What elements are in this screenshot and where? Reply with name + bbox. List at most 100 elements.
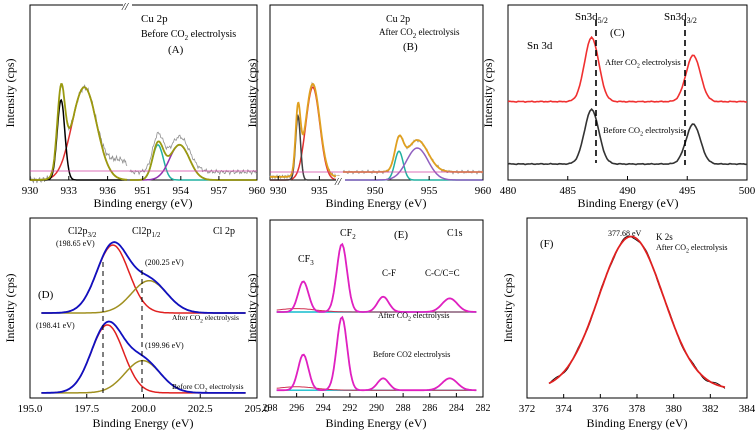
panel-c-tick-label: 495 bbox=[679, 185, 696, 197]
panel-b-break-gap bbox=[336, 176, 345, 184]
panel-f: 372 374 376 378 380 382 384 377.68 eV K 2s Aft… bbox=[501, 217, 755, 430]
panel-d-tick-label: 202.5 bbox=[188, 403, 213, 415]
panel-e-tick-label: 292 bbox=[342, 403, 357, 414]
panel-d-value-label-1: (198.65 eV) bbox=[56, 239, 95, 248]
panel-e-label: (E) bbox=[394, 229, 408, 241]
panel-d-tick-label: 195.0 bbox=[18, 403, 43, 415]
panel-e-comp-cf3: CF3 bbox=[298, 254, 314, 267]
panel-f-tick-label: 374 bbox=[555, 403, 572, 415]
panel-a-series-low bbox=[30, 98, 127, 181]
panel-b-ylabel: Intensity (cps) bbox=[245, 59, 259, 128]
panel-d: 195.0 197.5 200.0 202.5 205.0 Cl2p3/2 Cl2p1/… bbox=[3, 217, 270, 430]
panel-d-value-label-3: (198.41 eV) bbox=[36, 321, 75, 330]
panel-a-xlabel: Binding energy (eV) bbox=[93, 196, 192, 210]
panel-f-tick-label: 384 bbox=[739, 403, 755, 415]
panel-e-tick-label: 298 bbox=[263, 403, 278, 414]
panel-d-value-label-2: (200.25 eV) bbox=[145, 258, 184, 267]
panel-e-comp-cc: C-C/C=C bbox=[425, 268, 460, 278]
panel-e-after-label: After CO2 electrolysis bbox=[378, 311, 449, 323]
panel-d-after-label: After CO2 electrolysis bbox=[172, 313, 239, 325]
panel-f-title: K 2s bbox=[656, 232, 673, 242]
panel-a-series-main bbox=[30, 86, 128, 181]
panel-a-tick-label: 951 bbox=[134, 185, 151, 197]
panel-a-series-envelope-left bbox=[30, 82, 128, 181]
panel-e-series-before-envelope bbox=[276, 315, 477, 392]
panel-c-xlabel: Binding Energy (eV) bbox=[577, 196, 678, 210]
panel-e-before-label: Before CO2 electrolysis bbox=[373, 350, 450, 359]
panel-d-peak-label-12: Cl2p1/2 bbox=[132, 226, 161, 239]
panel-b-series-2p12-low bbox=[343, 150, 483, 181]
panel-a: 930 933 936 951 954 957 960 Cu 2p Before CO2 e… bbox=[3, 1, 266, 210]
panel-c-tick-label: 490 bbox=[619, 185, 636, 197]
panel-d-series-before-envelope bbox=[41, 320, 246, 394]
panel-f-tick-label: 380 bbox=[665, 403, 682, 415]
panel-d-peak-label-32: Cl2p3/2 bbox=[68, 226, 97, 239]
panel-e-comp-cf2: CF2 bbox=[340, 228, 356, 241]
panel-b-tick-label: 960 bbox=[475, 185, 492, 197]
panel-c-tick-label: 500 bbox=[739, 185, 755, 197]
panel-b-label: (B) bbox=[403, 41, 418, 53]
panel-c: 480 485 490 495 500 Sn3d5/2 Sn3d3/2 (C) Sn 3… bbox=[481, 4, 755, 210]
panel-b: 930 935 950 955 960 Cu 2p After CO2 electrol… bbox=[245, 4, 492, 210]
panel-b-title: Cu 2p bbox=[386, 14, 410, 25]
panel-a-ylabel: Intensity (cps) bbox=[3, 59, 17, 128]
panel-c-series-after bbox=[507, 35, 747, 103]
panel-b-series-envelope-right bbox=[343, 134, 483, 173]
panel-c-after-label: After CO2 electrolysis bbox=[605, 57, 681, 70]
panel-c-label: (C) bbox=[610, 27, 625, 39]
panel-b-tick-label: 930 bbox=[270, 185, 287, 197]
panel-a-tick-label: 933 bbox=[61, 185, 78, 197]
panel-e-title: C1s bbox=[447, 228, 463, 239]
panel-e-comp-cf: C-F bbox=[382, 268, 396, 278]
panel-d-xlabel: Binding Energy (eV) bbox=[92, 416, 193, 430]
panel-d-title: Cl 2p bbox=[213, 226, 235, 237]
panel-c-peak-label-52: Sn3d5/2 bbox=[575, 11, 608, 25]
panel-a-tick-label: 954 bbox=[173, 185, 190, 197]
panel-c-peak-label-32: Sn3d3/2 bbox=[664, 11, 697, 25]
panel-d-tick-label: 205.0 bbox=[245, 403, 270, 415]
panel-d-series-after-2p12 bbox=[41, 279, 246, 314]
panel-b-tick-label: 935 bbox=[311, 185, 328, 197]
panel-b-tick-label: 950 bbox=[367, 185, 384, 197]
panel-e-tick-label: 290 bbox=[369, 403, 384, 414]
panel-f-ylabel: Intensity (cps) bbox=[501, 274, 515, 343]
panel-a-label: (A) bbox=[168, 44, 184, 56]
panel-e-tick-label: 284 bbox=[449, 403, 464, 414]
panel-e-tick-label: 294 bbox=[316, 403, 331, 414]
panel-f-tick-label: 376 bbox=[592, 403, 609, 415]
panel-a-tick-label: 936 bbox=[99, 185, 116, 197]
panel-e-series-after-background bbox=[276, 308, 477, 313]
panel-e-tick-label: 296 bbox=[289, 403, 304, 414]
panel-f-condition: After CO2 electrolysis bbox=[656, 243, 727, 255]
panel-b-xlabel: Binding Energy (eV) bbox=[325, 196, 426, 210]
panel-d-label: (D) bbox=[38, 289, 54, 301]
panel-e: 298 296 294 292 290 288 286 284 282 CF3 CF2 C-F … bbox=[245, 219, 491, 430]
panel-e-series-before-background bbox=[276, 386, 477, 391]
panel-e-tick-label: 288 bbox=[396, 403, 411, 414]
panel-f-series-raw bbox=[548, 235, 726, 389]
panel-d-series-after-2p32 bbox=[41, 244, 246, 314]
panel-c-frame bbox=[507, 4, 748, 181]
panel-b-condition: After CO2 electrolysis bbox=[379, 27, 460, 40]
panel-d-tick-label: 197.5 bbox=[74, 403, 99, 415]
panel-d-tick-label: 200.0 bbox=[131, 403, 156, 415]
panel-a-series-2p12-main bbox=[130, 144, 257, 181]
panel-f-series-fit bbox=[548, 235, 726, 389]
panel-c-tick-label: 485 bbox=[560, 185, 577, 197]
panel-a-series-envelope-right bbox=[130, 140, 257, 181]
panel-c-title: Sn 3d bbox=[527, 40, 553, 52]
panel-a-tick-label: 960 bbox=[249, 185, 266, 197]
panel-d-value-label-4: (199.96 eV) bbox=[145, 341, 184, 350]
panel-a-tick-label: 957 bbox=[211, 185, 228, 197]
panel-f-tick-label: 382 bbox=[702, 403, 719, 415]
panel-d-series-after-envelope bbox=[41, 241, 246, 314]
panel-e-tick-label: 286 bbox=[422, 403, 437, 414]
panel-e-ylabel: Intensity (cps) bbox=[245, 274, 259, 343]
panel-a-tick-label: 930 bbox=[22, 185, 39, 197]
panel-b-series-envelope-left bbox=[270, 83, 341, 178]
panel-a-condition: Before CO2 electrolysis bbox=[141, 29, 236, 42]
panel-e-series-after-envelope bbox=[276, 242, 477, 313]
panel-a-title: Cu 2p bbox=[141, 13, 168, 25]
panel-d-ylabel: Intensity (cps) bbox=[3, 274, 17, 343]
